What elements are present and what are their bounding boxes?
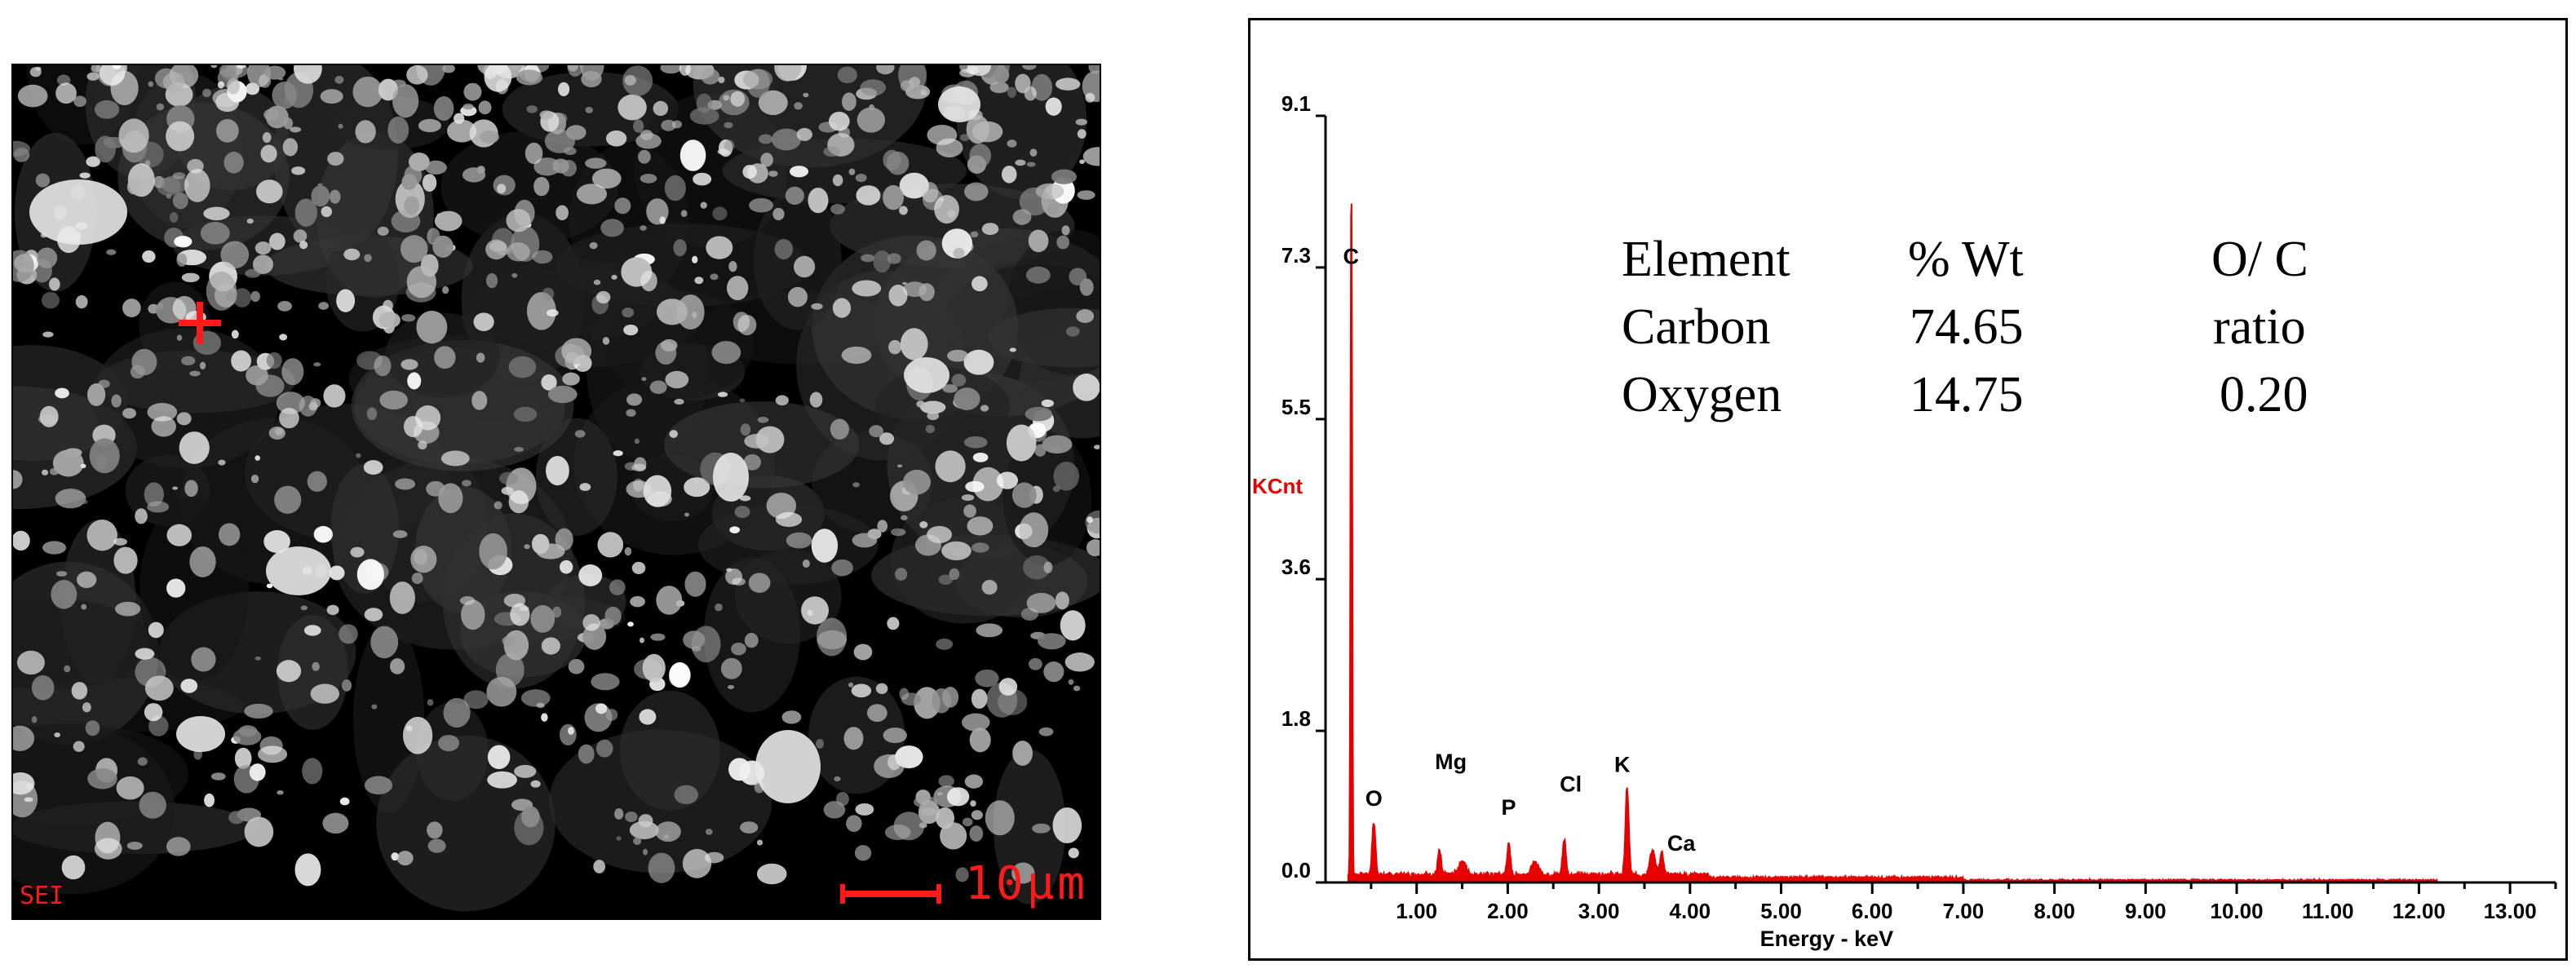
x-axis-label: Energy - keV [1760, 927, 1894, 951]
x-tick-label: 10.00 [2210, 899, 2263, 923]
peak-label: O [1365, 786, 1383, 811]
table-header-ratio: O/ C [2211, 232, 2308, 287]
x-tick-label: 8.00 [2034, 899, 2075, 923]
scale-bar-label: 10μm [965, 857, 1088, 910]
x-tick-label: 1.00 [1396, 899, 1437, 923]
table-row-oxygen-element: Oxygen [1622, 367, 1782, 422]
peak-label: Ca [1667, 831, 1696, 856]
table-row-oxygen-weight: 14.75 [1910, 367, 2024, 422]
peak-label: C [1343, 245, 1360, 269]
y-tick-label: 3.6 [1281, 555, 1311, 579]
y-tick-label: 5.5 [1281, 395, 1311, 419]
eds-spectrum-panel: 0.0 1.8 3.6 5.5 7.3 9.1 1.00 2.00 3.00 4.00 5.00 6… [1248, 18, 2568, 961]
table-row-carbon-ratio: ratio [2213, 299, 2306, 355]
y-tick-label: 7.3 [1281, 243, 1311, 268]
y-tick-label: 1.8 [1281, 706, 1311, 731]
x-tick-label: 11.00 [2302, 899, 2354, 923]
x-tick-label: 7.00 [1943, 899, 1985, 923]
analysis-point-marker-vertical [197, 302, 203, 344]
sem-micrograph: SEI 10μm [11, 64, 1101, 920]
x-tick-label: 6.00 [1852, 899, 1893, 923]
x-tick-label: 3.00 [1578, 899, 1620, 923]
y-tick-label: 0.0 [1281, 858, 1311, 882]
x-tick-label: 4.00 [1670, 899, 1711, 923]
y-axis-label: KCnt [1252, 474, 1303, 498]
table-header-element: Element [1622, 232, 1790, 287]
table-row-oxygen-ratio: 0.20 [2220, 367, 2308, 422]
table-row-carbon-element: Carbon [1622, 299, 1771, 355]
x-tick-label: 12.00 [2392, 899, 2445, 923]
eds-spectrum-chart: 0.0 1.8 3.6 5.5 7.3 9.1 1.00 2.00 3.00 4.00 5.00 6… [1252, 91, 2557, 951]
scale-bar [840, 884, 941, 904]
sem-mode-label: SEI [20, 882, 64, 910]
table-row-carbon-weight: 74.65 [1910, 299, 2024, 355]
peak-label: Mg [1435, 750, 1467, 774]
peak-label: P [1502, 795, 1516, 820]
peak-label: K [1614, 753, 1631, 777]
spectrum-line [1347, 203, 2438, 884]
x-tick-label: 2.00 [1487, 899, 1529, 923]
y-tick-label: 9.1 [1281, 91, 1311, 116]
x-tick-label: 9.00 [2125, 899, 2167, 923]
peak-label: Cl [1560, 772, 1582, 797]
table-header-weight: % Wt [1908, 232, 2024, 287]
sem-texture [13, 65, 1100, 912]
x-tick-label: 5.00 [1760, 899, 1802, 923]
x-tick-label: 13.00 [2484, 899, 2537, 923]
